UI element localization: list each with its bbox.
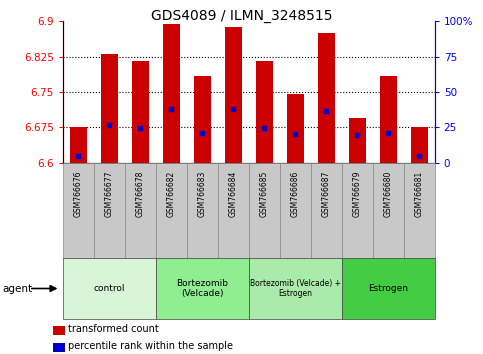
Bar	[311, 163, 342, 258]
Text: GSM766676: GSM766676	[74, 171, 83, 217]
Text: GSM766684: GSM766684	[229, 171, 238, 217]
Bar	[70, 127, 87, 163]
Bar	[53, 343, 65, 352]
Bar	[63, 258, 156, 319]
Bar	[101, 54, 118, 163]
Text: percentile rank within the sample: percentile rank within the sample	[69, 341, 233, 351]
Bar	[132, 61, 149, 163]
Bar	[342, 163, 373, 258]
Point	[136, 125, 144, 131]
Point	[260, 125, 268, 131]
Point	[415, 153, 423, 159]
Bar	[225, 27, 242, 163]
Bar	[94, 163, 125, 258]
Bar	[156, 258, 249, 319]
Point	[74, 153, 82, 159]
Bar	[249, 163, 280, 258]
Text: Bortezomib (Velcade) +
Estrogen: Bortezomib (Velcade) + Estrogen	[250, 279, 341, 298]
Text: transformed count: transformed count	[69, 324, 159, 334]
Text: GSM766683: GSM766683	[198, 171, 207, 217]
Text: GSM766687: GSM766687	[322, 171, 331, 217]
Bar	[373, 163, 404, 258]
Text: GSM766682: GSM766682	[167, 171, 176, 217]
Bar	[194, 75, 211, 163]
Text: GSM766678: GSM766678	[136, 171, 145, 217]
Bar	[349, 118, 366, 163]
Text: GSM766685: GSM766685	[260, 171, 269, 217]
Bar	[411, 127, 428, 163]
Bar	[218, 163, 249, 258]
Text: GSM766680: GSM766680	[384, 171, 393, 217]
Point	[322, 108, 330, 114]
Text: control: control	[94, 284, 125, 293]
Point	[229, 106, 237, 112]
Point	[168, 106, 175, 112]
Bar	[125, 163, 156, 258]
Point	[384, 130, 392, 136]
Text: GSM766677: GSM766677	[105, 171, 114, 217]
Bar	[380, 75, 397, 163]
Text: GSM766686: GSM766686	[291, 171, 300, 217]
Text: Estrogen: Estrogen	[368, 284, 408, 293]
Bar	[187, 163, 218, 258]
Bar	[404, 163, 435, 258]
Bar	[280, 163, 311, 258]
Text: GSM766681: GSM766681	[415, 171, 424, 217]
Bar	[342, 258, 435, 319]
Text: agent: agent	[2, 284, 32, 293]
Bar	[63, 163, 94, 258]
Text: GDS4089 / ILMN_3248515: GDS4089 / ILMN_3248515	[151, 9, 332, 23]
Point	[291, 131, 299, 137]
Bar	[249, 258, 342, 319]
Bar	[318, 33, 335, 163]
Bar	[163, 24, 180, 163]
Point	[354, 132, 361, 137]
Text: Bortezomib
(Velcade): Bortezomib (Velcade)	[176, 279, 228, 298]
Bar	[287, 95, 304, 163]
Point	[199, 130, 206, 136]
Bar	[53, 326, 65, 335]
Bar	[156, 163, 187, 258]
Bar	[256, 61, 273, 163]
Text: GSM766679: GSM766679	[353, 171, 362, 217]
Point	[105, 122, 113, 128]
